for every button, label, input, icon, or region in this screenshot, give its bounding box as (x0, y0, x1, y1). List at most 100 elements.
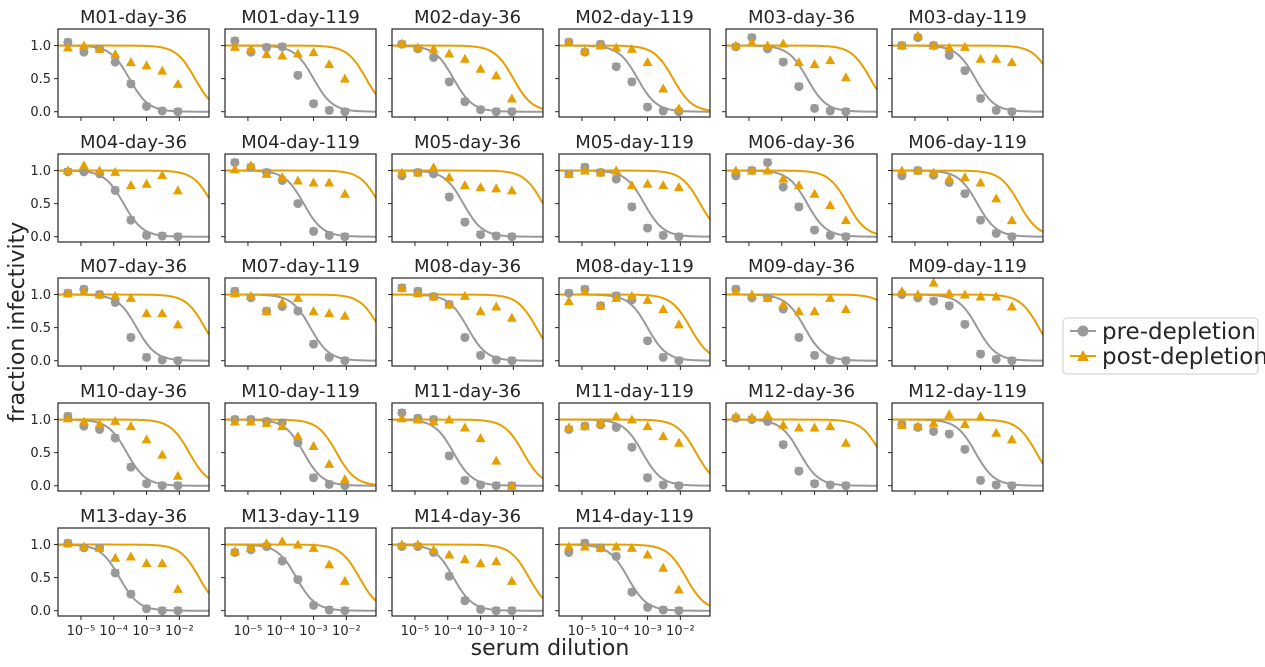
post-depletion-point (141, 434, 152, 444)
post-depletion-point (292, 292, 303, 302)
pre-depletion-point (991, 105, 1001, 115)
panel-frame (391, 277, 544, 367)
post-depletion-point (172, 470, 183, 480)
pre-depletion-point (230, 36, 240, 46)
y-tick-label: 0.5 (30, 446, 51, 461)
post-depletion-point (928, 40, 939, 50)
post-depletion-point (595, 300, 606, 310)
post-depletion-point (308, 441, 319, 451)
post-depletion-curve (392, 543, 543, 600)
pre-depletion-point (658, 352, 668, 362)
post-depletion-point (563, 37, 574, 47)
x-tick-label: 10⁻⁴ (266, 624, 295, 639)
pre-depletion-point (309, 600, 319, 610)
panel: M05-day-36 (388, 132, 544, 246)
pre-depletion-point (173, 232, 183, 242)
post-depletion-curve (58, 543, 209, 594)
pre-depletion-point (110, 57, 120, 67)
post-depletion-point (825, 55, 836, 65)
panel: M09-day-36 (722, 256, 878, 370)
post-depletion-point (506, 185, 517, 195)
pre-depletion-point (825, 355, 835, 365)
post-depletion-point (125, 57, 136, 67)
panel-frame (391, 527, 544, 617)
post-depletion-point (62, 165, 73, 175)
post-depletion-point (991, 291, 1002, 301)
post-depletion-point (94, 289, 105, 299)
panel: M01-day-36 0.0 0.5 1.0 (30, 7, 210, 121)
post-depletion-point (793, 422, 804, 432)
post-depletion-point (809, 306, 820, 316)
post-depletion-point (611, 541, 622, 551)
post-depletion-point (506, 93, 517, 103)
post-depletion-point (459, 422, 470, 432)
pre-depletion-point (63, 37, 73, 47)
pre-depletion-point (324, 230, 334, 240)
post-depletion-point (261, 306, 272, 316)
post-depletion-point (673, 103, 684, 113)
post-depletion-point (459, 290, 470, 300)
panel-title: M10-day-36 (80, 381, 187, 402)
post-depletion-point (778, 173, 789, 183)
post-depletion-point (412, 414, 423, 424)
post-depletion-point (396, 282, 407, 292)
post-depletion-point (229, 416, 240, 426)
post-depletion-point (172, 583, 183, 593)
panel-frame (224, 527, 377, 617)
post-depletion-point (292, 175, 303, 185)
pre-depletion-point (841, 481, 851, 491)
post-depletion-point (991, 53, 1002, 63)
post-depletion-point (673, 182, 684, 192)
panel-title: M03-day-36 (748, 7, 855, 28)
post-depletion-point (912, 165, 923, 175)
post-depletion-point (944, 173, 955, 183)
pre-depletion-point (841, 107, 851, 117)
post-depletion-point (746, 165, 757, 175)
pre-depletion-point (491, 355, 501, 365)
y-tick-label: 0.0 (30, 105, 51, 120)
pre-depletion-point (944, 429, 954, 439)
panel: M12-day-119 (888, 381, 1044, 495)
panel: M10-day-36 0.0 0.5 1.0 (30, 381, 210, 495)
post-depletion-point (396, 413, 407, 423)
post-depletion-curve (726, 418, 877, 448)
pre-depletion-point (991, 228, 1001, 238)
post-depletion-point (428, 291, 439, 301)
post-depletion-curve (225, 418, 376, 486)
panel: M14-day-36 10⁻⁵ 10⁻⁴ 10⁻³ 10⁻² (388, 506, 544, 639)
pre-depletion-point (991, 354, 1001, 364)
pre-depletion-point (309, 339, 319, 349)
post-depletion-point (110, 49, 121, 59)
post-depletion-point (595, 40, 606, 50)
pre-depletion-point (960, 66, 970, 76)
panel-title: M02-day-119 (575, 7, 694, 28)
panel-frame (391, 28, 544, 118)
post-depletion-curve (559, 169, 710, 220)
y-tick-label: 1.0 (30, 39, 51, 54)
post-depletion-point (595, 417, 606, 427)
pre-depletion-point (476, 230, 486, 240)
post-depletion-point (125, 551, 136, 561)
post-depletion-curve (559, 44, 710, 112)
post-depletion-point (324, 458, 335, 468)
pre-depletion-point (976, 93, 986, 103)
legend-pre-label: pre-depletion (1102, 319, 1256, 345)
post-depletion-point (928, 167, 939, 177)
pre-depletion-point (79, 47, 89, 57)
post-depletion-point (626, 542, 637, 552)
post-depletion-point (125, 180, 136, 190)
pre-depletion-point (157, 106, 167, 116)
pre-depletion-point (991, 480, 1001, 490)
post-depletion-point (959, 172, 970, 182)
post-depletion-point (673, 319, 684, 329)
post-depletion-point (428, 162, 439, 172)
post-depletion-point (110, 290, 121, 300)
post-depletion-point (459, 554, 470, 564)
post-depletion-point (141, 308, 152, 318)
post-depletion-point (412, 288, 423, 298)
pre-depletion-point (841, 356, 851, 366)
pre-depletion-point (444, 571, 454, 581)
panel-frame (57, 153, 210, 243)
post-depletion-point (277, 297, 288, 307)
pre-depletion-point (460, 333, 470, 343)
